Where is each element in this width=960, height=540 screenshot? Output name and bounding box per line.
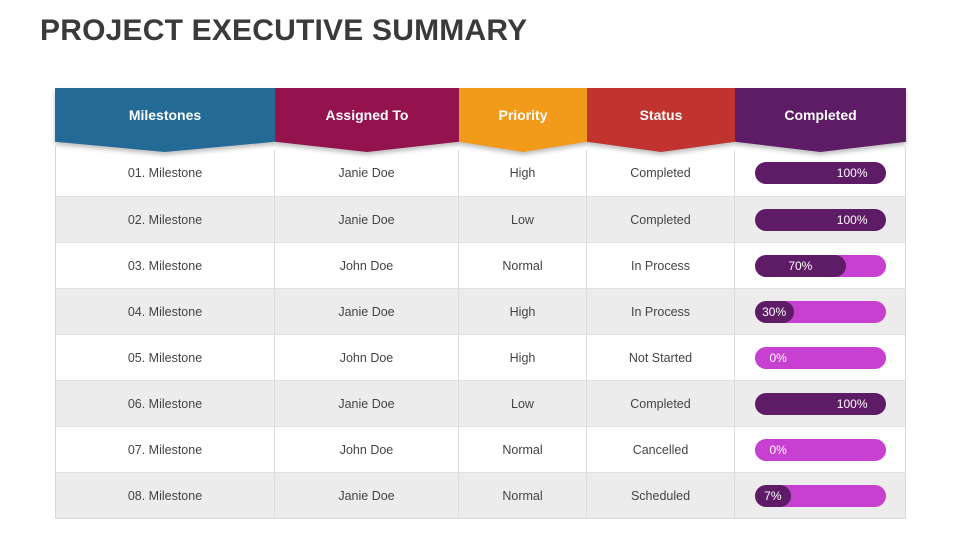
cell-priority: Normal xyxy=(459,473,587,518)
progress-fill xyxy=(754,208,886,231)
progress-label: 30% xyxy=(762,304,787,319)
cell-priority: Low xyxy=(459,381,587,426)
cell-completed: 100% xyxy=(735,197,905,242)
progress-fill xyxy=(754,300,794,323)
progress-bar: 0% xyxy=(754,438,886,461)
progress-fill xyxy=(754,484,792,507)
progress-bar: 100% xyxy=(754,162,886,184)
header-priority: Priority xyxy=(459,88,587,152)
table-row: 02. Milestone Janie Doe Low Completed 100% xyxy=(56,196,905,242)
progress-label: 0% xyxy=(769,350,787,365)
progress-bar: 7% xyxy=(754,484,886,507)
summary-table: Milestones Assigned To Priority Status Compl… xyxy=(55,88,906,519)
cell-milestones: 07. Milestone xyxy=(56,427,275,472)
progress-bar: 0% xyxy=(754,346,886,369)
cell-milestones: 08. Milestone xyxy=(56,473,275,518)
progress-label: 7% xyxy=(764,488,782,503)
cell-completed: 30% xyxy=(735,289,905,334)
header-completed: Completed xyxy=(735,88,906,152)
progress-label: 0% xyxy=(769,442,787,457)
cell-completed: 7% xyxy=(735,473,905,518)
cell-status: Completed xyxy=(587,150,735,196)
header-assigned-to: Assigned To xyxy=(275,88,459,152)
cell-assigned-to: Janie Doe xyxy=(275,473,459,518)
cell-status: Not Started xyxy=(587,335,735,380)
cell-assigned-to: Janie Doe xyxy=(275,381,459,426)
progress-bar: 30% xyxy=(754,300,886,323)
cell-assigned-to: John Doe xyxy=(275,427,459,472)
progress-bar: 100% xyxy=(754,208,886,231)
cell-status: In Process xyxy=(587,289,735,334)
progress-fill xyxy=(754,162,886,184)
cell-milestones: 05. Milestone xyxy=(56,335,275,380)
header-milestones: Milestones xyxy=(55,88,275,152)
cell-priority: High xyxy=(459,150,587,196)
cell-completed: 0% xyxy=(735,335,905,380)
cell-status: In Process xyxy=(587,243,735,288)
progress-bar: 100% xyxy=(754,392,886,415)
progress-label: 70% xyxy=(788,258,813,273)
progress-bar: 70% xyxy=(754,254,886,277)
cell-priority: Low xyxy=(459,197,587,242)
cell-assigned-to: John Doe xyxy=(275,243,459,288)
progress-label: 100% xyxy=(836,396,868,411)
cell-assigned-to: Janie Doe xyxy=(275,289,459,334)
table-header: Milestones Assigned To Priority Status Compl… xyxy=(55,88,906,152)
cell-assigned-to: Janie Doe xyxy=(275,197,459,242)
table-row: 01. Milestone Janie Doe High Completed 100% xyxy=(56,146,905,196)
cell-assigned-to: John Doe xyxy=(275,335,459,380)
cell-completed: 0% xyxy=(735,427,905,472)
table-row: 04. Milestone Janie Doe High In Process 30% xyxy=(56,288,905,334)
header-status: Status xyxy=(587,88,735,152)
cell-status: Cancelled xyxy=(587,427,735,472)
cell-assigned-to: Janie Doe xyxy=(275,150,459,196)
page-title: PROJECT EXECUTIVE SUMMARY xyxy=(40,14,528,47)
cell-completed: 100% xyxy=(735,150,905,196)
table-row: 08. Milestone Janie Doe Normal Scheduled 7% xyxy=(56,472,905,518)
table-row: 06. Milestone Janie Doe Low Completed 100% xyxy=(56,380,905,426)
progress-label: 100% xyxy=(836,212,868,227)
cell-milestones: 01. Milestone xyxy=(56,150,275,196)
cell-completed: 100% xyxy=(735,381,905,426)
cell-status: Scheduled xyxy=(587,473,735,518)
cell-priority: Normal xyxy=(459,243,587,288)
progress-fill xyxy=(754,392,886,415)
cell-priority: High xyxy=(459,335,587,380)
cell-status: Completed xyxy=(587,381,735,426)
cell-status: Completed xyxy=(587,197,735,242)
cell-milestones: 06. Milestone xyxy=(56,381,275,426)
cell-priority: High xyxy=(459,289,587,334)
cell-priority: Normal xyxy=(459,427,587,472)
progress-fill xyxy=(754,254,847,277)
table-row: 03. Milestone John Doe Normal In Process 70% xyxy=(56,242,905,288)
cell-milestones: 02. Milestone xyxy=(56,197,275,242)
cell-milestones: 03. Milestone xyxy=(56,243,275,288)
cell-milestones: 04. Milestone xyxy=(56,289,275,334)
table-body: 01. Milestone Janie Doe High Completed 100% 0… xyxy=(55,146,906,519)
table-row: 05. Milestone John Doe High Not Started 0% xyxy=(56,334,905,380)
progress-label: 100% xyxy=(836,166,868,180)
table-row: 07. Milestone John Doe Normal Cancelled 0% xyxy=(56,426,905,472)
cell-completed: 70% xyxy=(735,243,905,288)
